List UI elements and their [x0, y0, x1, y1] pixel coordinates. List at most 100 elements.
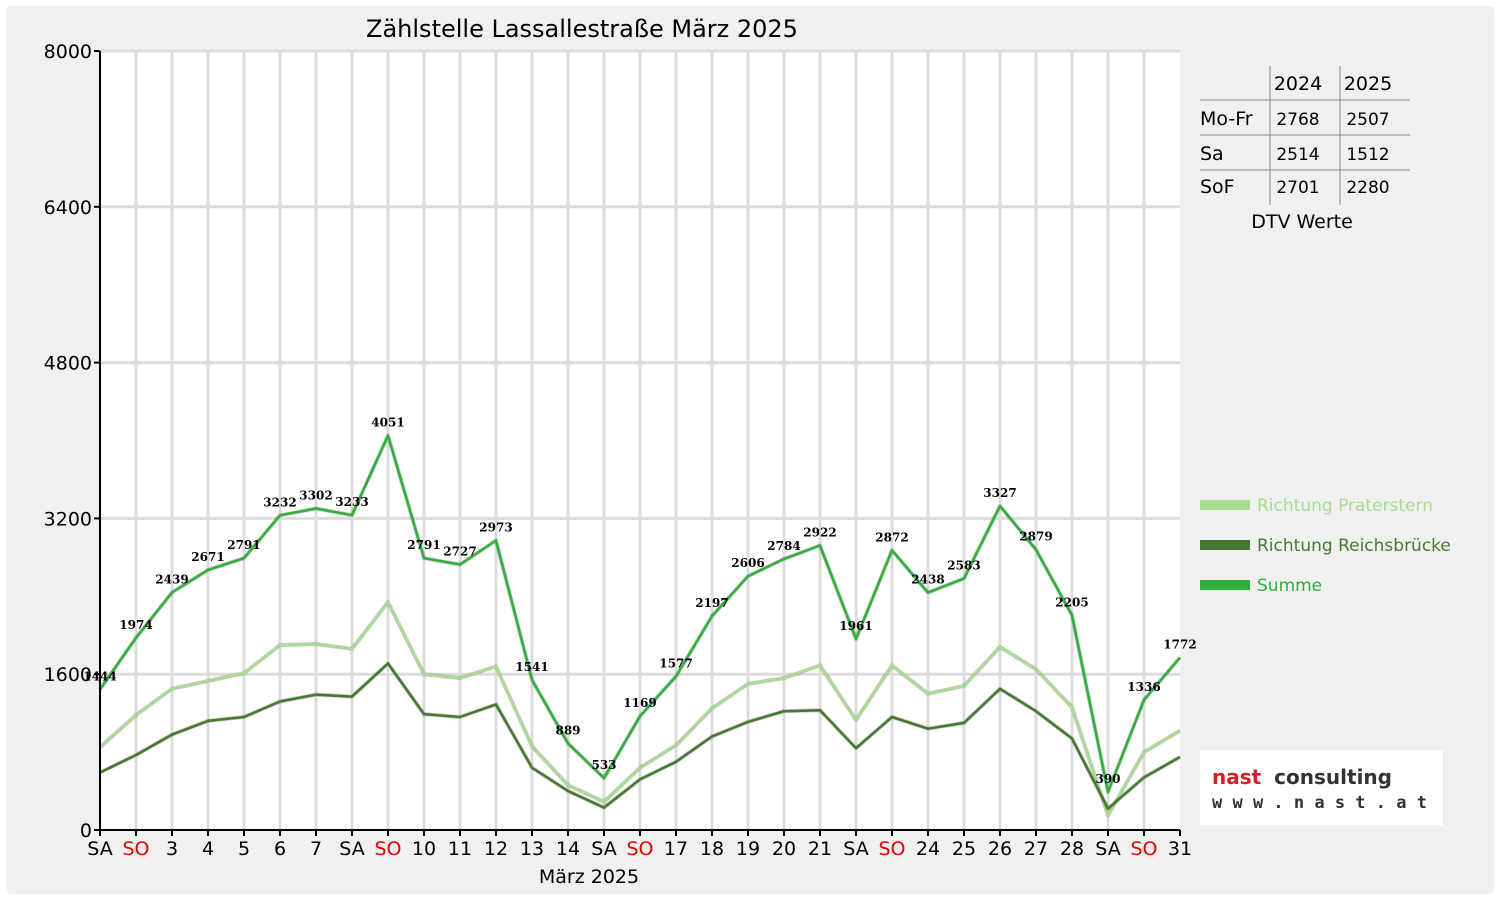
- legend-label: Richtung Reichsbrücke: [1257, 536, 1451, 556]
- x-tick-label: 7: [310, 838, 322, 860]
- dtv-cell: 2514: [1276, 145, 1319, 165]
- y-axis-ticks: 0 1600 3200 4800 6400 8000: [44, 41, 100, 842]
- x-tick-label: 3: [166, 838, 178, 860]
- x-tick-label: 25: [952, 838, 976, 860]
- x-tick-label: 6: [274, 838, 286, 860]
- grid: [100, 49, 1180, 830]
- dtv-cell: 2280: [1346, 178, 1389, 198]
- data-label: 390: [1095, 772, 1120, 786]
- data-label: 3233: [335, 495, 368, 509]
- data-label: 2583: [947, 558, 980, 572]
- data-labels: 1444197424392671279132323302323340512791…: [83, 416, 1196, 786]
- series-line-1: [99, 600, 1181, 817]
- data-label: 2727: [443, 544, 476, 558]
- dtv-cell: 2768: [1276, 110, 1319, 130]
- x-tick-label: 5: [238, 838, 250, 860]
- legend-label: Summe: [1257, 576, 1322, 596]
- data-label: 1577: [659, 656, 692, 670]
- series-line-2: [99, 662, 1181, 810]
- legend-label: Richtung Praterstern: [1257, 496, 1433, 516]
- series-line-3: [98, 434, 1181, 794]
- x-tick-label: 13: [520, 838, 544, 860]
- data-label: 2197: [695, 596, 728, 610]
- x-tick-label: 4: [202, 838, 214, 860]
- x-tick-label: SA: [591, 838, 616, 860]
- x-axis-ticks: SA SO 3 4 5 6 7 SA SO 10 11 12 13 14 SA SO 17 18 19 20 21 SA S…: [87, 830, 1192, 860]
- data-label: 2973: [479, 521, 512, 535]
- x-tick-label: 20: [772, 838, 796, 860]
- logo-text-consulting: consulting: [1274, 765, 1392, 789]
- x-tick-label: SO: [122, 838, 149, 860]
- y-tick-label: 8000: [44, 41, 92, 63]
- x-tick-label: 27: [1024, 838, 1048, 860]
- dtv-col-2024: 2024: [1274, 73, 1322, 95]
- y-tick-label: 0: [80, 820, 92, 842]
- y-tick-label: 6400: [44, 197, 92, 219]
- y-tick-label: 3200: [44, 508, 92, 530]
- data-label: 1169: [623, 696, 656, 710]
- x-tick-label: SA: [339, 838, 364, 860]
- logo-text-nast: nast: [1212, 765, 1262, 789]
- x-tick-label: SO: [1130, 838, 1157, 860]
- data-label: 2791: [227, 538, 260, 552]
- x-tick-label: 31: [1168, 838, 1192, 860]
- data-label: 2879: [1019, 530, 1052, 544]
- x-tick-label: SO: [878, 838, 905, 860]
- legend-swatch: [1200, 580, 1250, 590]
- data-label: 1961: [839, 619, 872, 633]
- legend-swatch: [1200, 540, 1250, 550]
- series-lines: [98, 433, 1182, 818]
- data-label: 2439: [155, 573, 188, 587]
- x-tick-label: 10: [412, 838, 436, 860]
- data-label: 2922: [803, 525, 836, 539]
- svg-text:nast consulting: nast consulting: [1212, 765, 1392, 789]
- dtv-row-label: Sa: [1200, 143, 1224, 165]
- x-tick-label: SA: [1095, 838, 1120, 860]
- x-tick-label: 19: [736, 838, 760, 860]
- y-tick-label: 1600: [44, 664, 92, 686]
- x-tick-label: 17: [664, 838, 688, 860]
- data-label: 2872: [875, 530, 908, 544]
- data-label: 2671: [191, 550, 224, 564]
- dtv-row-label: Mo-Fr: [1200, 108, 1253, 130]
- dtv-cell: 2507: [1346, 110, 1389, 130]
- dtv-row-label: SoF: [1200, 176, 1235, 198]
- data-label: 1772: [1163, 637, 1196, 651]
- logo-url: w w w . n a s t . a t: [1212, 793, 1427, 813]
- x-axis-label: März 2025: [539, 866, 639, 888]
- dtv-cell: 2701: [1276, 178, 1319, 198]
- x-tick-label: 18: [700, 838, 724, 860]
- x-tick-label: SA: [843, 838, 868, 860]
- x-tick-label: 24: [916, 838, 940, 860]
- x-tick-label: 12: [484, 838, 508, 860]
- data-label: 889: [555, 723, 580, 737]
- data-label: 2791: [407, 538, 440, 552]
- data-label: 3327: [983, 486, 1016, 500]
- dtv-caption: DTV Werte: [1251, 211, 1353, 233]
- data-label: 2784: [767, 539, 800, 553]
- legend-swatch: [1200, 500, 1250, 510]
- data-label: 1336: [1127, 680, 1160, 694]
- dtv-cell: 1512: [1346, 145, 1389, 165]
- data-label: 3302: [299, 488, 332, 502]
- data-label: 1541: [515, 660, 548, 674]
- data-label: 2606: [731, 556, 764, 570]
- data-label: 4051: [371, 416, 404, 430]
- legend: Richtung Praterstern Richtung Reichsbrück…: [1200, 496, 1451, 596]
- x-tick-label: SA: [87, 838, 112, 860]
- x-tick-label: 26: [988, 838, 1012, 860]
- data-label: 3232: [263, 495, 296, 509]
- x-tick-label: 28: [1060, 838, 1084, 860]
- nast-logo: nast consulting w w w . n a s t . a t: [1200, 750, 1443, 825]
- x-tick-label: SO: [374, 838, 401, 860]
- x-tick-label: 14: [556, 838, 580, 860]
- dtv-col-2025: 2025: [1344, 73, 1392, 95]
- data-label: 533: [591, 758, 616, 772]
- x-tick-label: 21: [808, 838, 832, 860]
- chart-title: Zählstelle Lassallestraße März 2025: [366, 15, 798, 43]
- data-label: 1974: [119, 618, 152, 632]
- y-tick-label: 4800: [44, 353, 92, 375]
- x-tick-label: SO: [626, 838, 653, 860]
- x-tick-label: 11: [448, 838, 472, 860]
